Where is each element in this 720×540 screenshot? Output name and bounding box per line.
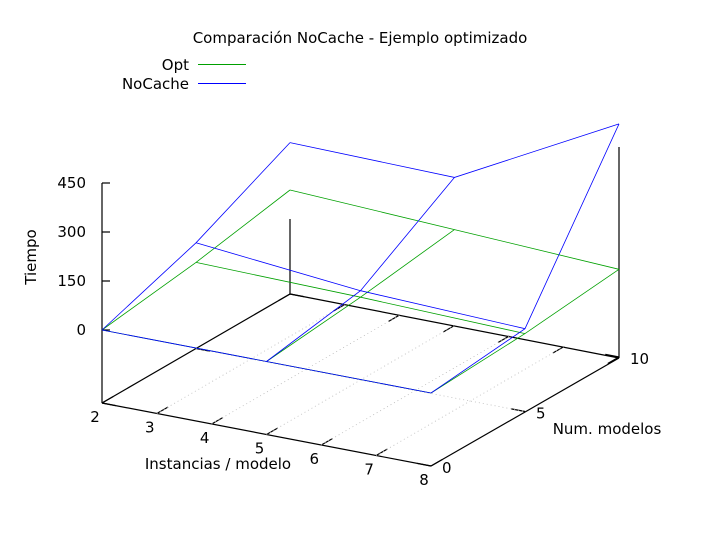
grid-line-x xyxy=(375,346,565,456)
z-axis-label: Tiempo xyxy=(22,229,40,285)
mesh-line-opt-x2 xyxy=(101,189,291,331)
x-tick-mark-mirror xyxy=(388,314,400,323)
x-tick-mark xyxy=(266,427,279,436)
y-axis-line xyxy=(430,357,620,467)
x-tick-mark xyxy=(321,437,333,446)
mesh-line-nocache-y10 xyxy=(289,123,620,178)
mesh-line-nocache-y0 xyxy=(101,329,432,394)
legend: Opt NoCache xyxy=(122,56,246,93)
y-axis-ticks: 0 5 10 xyxy=(101,293,649,477)
y-axis-label: Num. modelos xyxy=(553,420,662,438)
y-tick-label: 10 xyxy=(630,350,649,368)
floor-grid xyxy=(156,304,565,456)
mesh-line-nocache-y5 xyxy=(195,242,526,330)
x-tick-label: 7 xyxy=(364,461,374,479)
y-tick-mark-mirror xyxy=(101,402,116,407)
y-tick-mark xyxy=(417,462,432,467)
mesh-line-nocache-x5 xyxy=(266,177,455,362)
x-tick-mark xyxy=(375,448,388,457)
x-axis-ticks: 2 3 4 5 6 7 8 xyxy=(90,293,620,489)
mesh-line-opt-y10 xyxy=(289,189,620,270)
legend-label-nocache: NoCache xyxy=(122,75,189,93)
x-tick-label: 4 xyxy=(200,429,210,447)
y-tick-label: 0 xyxy=(442,459,452,477)
y-tick-mark xyxy=(605,353,620,358)
x-tick-mark-mirror xyxy=(552,345,565,354)
x-tick-label: 8 xyxy=(419,471,429,489)
x-tick-mark-mirror xyxy=(278,293,291,302)
z-tick-label: 300 xyxy=(57,223,86,241)
y-tick-mark-mirror xyxy=(289,293,304,298)
legend-entry-nocache: NoCache xyxy=(122,75,246,93)
legend-label-opt: Opt xyxy=(162,56,189,74)
x-tick-label: 2 xyxy=(90,408,100,426)
z-tick-label: 0 xyxy=(76,321,86,339)
x-tick-label: 3 xyxy=(145,419,155,437)
chart-title: Comparación NoCache - Ejemplo optimizado xyxy=(193,29,528,47)
z-tick-label: 150 xyxy=(57,272,86,290)
grid-line-x xyxy=(211,314,400,425)
x-tick-label: 5 xyxy=(255,440,265,458)
z-axis: 0 150 300 450 Tiempo xyxy=(22,174,110,403)
grid-line-x xyxy=(321,335,510,446)
grid-line-x xyxy=(156,304,346,414)
x-tick-mark-mirror xyxy=(497,335,510,344)
x-tick-mark xyxy=(156,406,169,415)
x-tick-mark xyxy=(430,458,443,467)
x-axis-label: Instancias / modelo xyxy=(145,455,291,473)
mesh-line-nocache-x2 xyxy=(101,142,291,331)
x-tick-mark-mirror xyxy=(607,356,620,365)
x-tick-mark-mirror xyxy=(442,324,455,333)
x-tick-label: 6 xyxy=(310,450,320,468)
z-tick-label: 450 xyxy=(57,174,86,192)
legend-entry-opt: Opt xyxy=(162,56,246,74)
surface-nocache xyxy=(101,123,620,394)
surface-meshes xyxy=(101,123,620,394)
y-tick-mark-mirror xyxy=(195,347,210,352)
x-tick-mark xyxy=(101,395,114,404)
x-tick-mark xyxy=(211,416,224,425)
mesh-line-opt-y5 xyxy=(195,262,526,334)
y-tick-label: 5 xyxy=(536,405,546,423)
grid-line-x xyxy=(266,325,455,435)
surface-opt xyxy=(101,189,620,394)
